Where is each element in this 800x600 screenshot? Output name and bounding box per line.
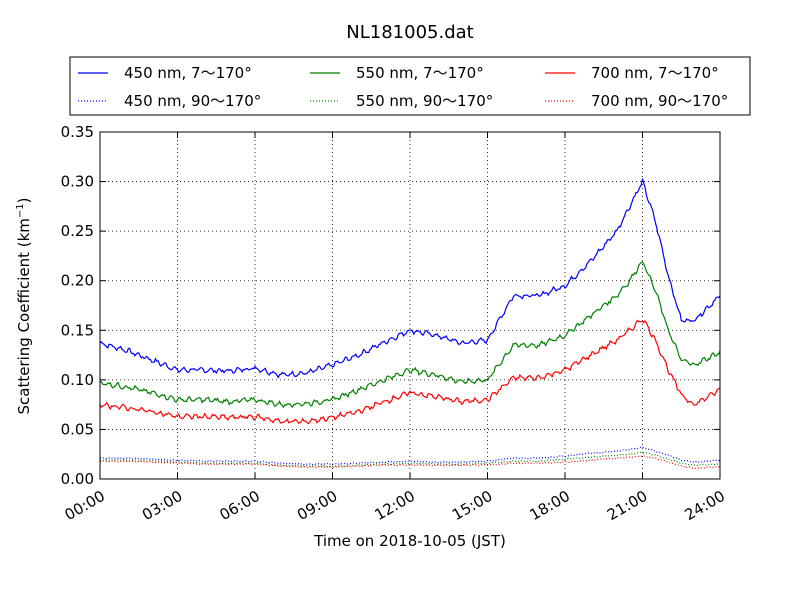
- x-tick-label: 09:00: [294, 487, 340, 524]
- y-tick-label: 0.20: [61, 272, 94, 290]
- y-axis-label-close: ): [15, 197, 33, 203]
- x-tick-label: 21:00: [604, 487, 650, 524]
- y-tick-label: 0.10: [61, 371, 94, 389]
- x-tick-label: 00:00: [62, 487, 108, 524]
- x-tick-label: 06:00: [217, 487, 263, 524]
- x-axis-label: Time on 2018-10-05 (JST): [313, 532, 506, 550]
- legend-frame: [69, 56, 751, 116]
- y-axis-label-unit-exponent: −1: [15, 203, 26, 218]
- y-tick-label: 0.25: [61, 222, 94, 240]
- series-line: [99, 446, 720, 466]
- legend: 450 nm, 7～170° 550 nm, 7～170° 700 nm, 7～17…: [69, 56, 751, 116]
- series-line: [99, 261, 721, 409]
- grid: [100, 132, 720, 479]
- legend-label: 450 nm, 7～170°: [124, 64, 252, 82]
- x-tick-label: 03:00: [139, 487, 185, 524]
- x-tick-label: 12:00: [372, 487, 418, 524]
- ticks: [99, 131, 721, 480]
- series-layer: [99, 178, 721, 469]
- y-tick-label: 0.00: [61, 470, 94, 488]
- y-axis-label-main: Scattering Coefficient (km: [15, 218, 33, 414]
- y-tick-label: 0.15: [61, 321, 94, 339]
- y-tick-label: 0.05: [61, 420, 94, 438]
- series-line: [99, 178, 721, 379]
- series-line: [99, 319, 721, 425]
- legend-label: 450 nm, 90～170°: [124, 92, 261, 110]
- chart-title: NL181005.dat: [346, 22, 473, 43]
- legend-label: 550 nm, 7～170°: [356, 64, 484, 82]
- y-tick-labels: 0.00 0.05 0.10 0.15 0.20 0.25 0.30 0.35: [61, 123, 94, 488]
- x-tick-labels: 00:00 03:00 06:00 09:00 12:00 15:00 18:00 21:00…: [62, 487, 728, 524]
- x-tick-label: 18:00: [527, 487, 573, 524]
- legend-label: 550 nm, 90～170°: [356, 92, 493, 110]
- y-tick-label: 0.35: [61, 123, 94, 141]
- legend-label: 700 nm, 7～170°: [591, 64, 719, 82]
- series-line: [100, 455, 721, 469]
- y-tick-label: 0.30: [61, 173, 94, 191]
- y-axis-label: Scattering Coefficient (km−1): [15, 197, 33, 414]
- legend-label: 700 nm, 90～170°: [591, 92, 728, 110]
- x-tick-label: 24:00: [682, 487, 728, 524]
- x-tick-label: 15:00: [449, 487, 495, 524]
